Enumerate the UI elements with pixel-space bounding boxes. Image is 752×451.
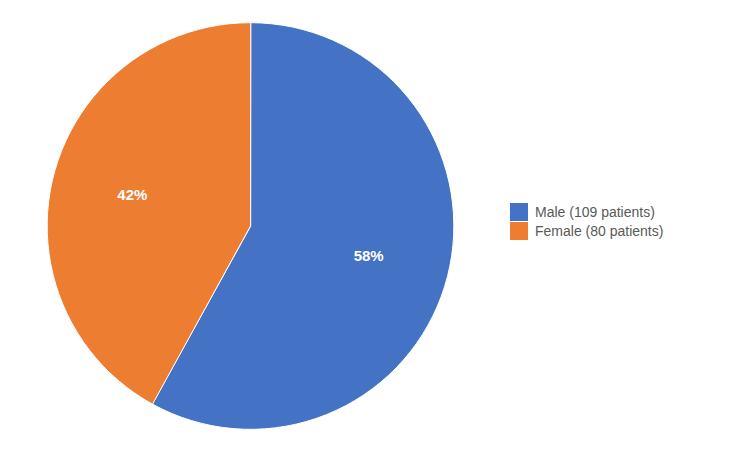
svg-text:58%: 58% — [354, 247, 384, 264]
html-text:Male (109 patients): Male (109 patients) — [535, 204, 655, 220]
html-text:Female (80 patients): Female (80 patients) — [535, 223, 664, 239]
svg-text:42%: 42% — [117, 186, 147, 203]
